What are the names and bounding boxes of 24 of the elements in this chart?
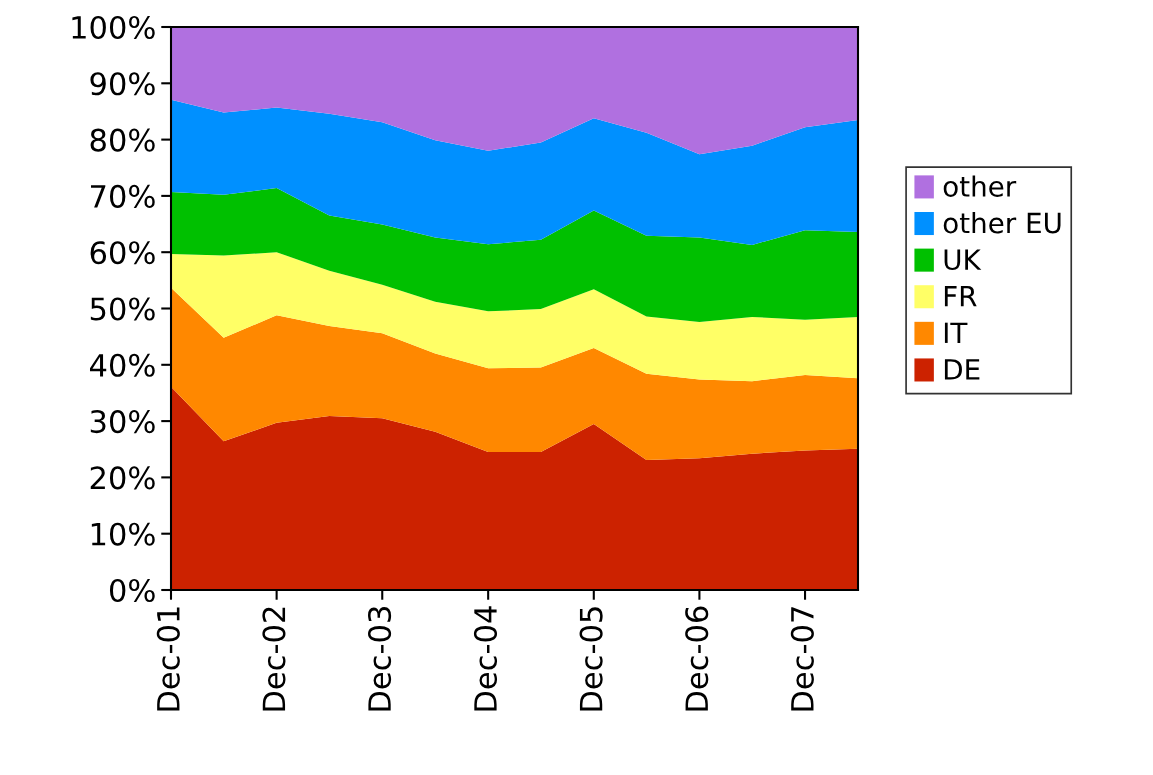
legend-label: other EU <box>943 211 1061 234</box>
y-tick-label: 0% <box>109 578 155 603</box>
legend-label: DE <box>944 359 980 380</box>
y-tick-label: 60% <box>90 241 155 265</box>
y-tick-label: 80% <box>90 128 155 152</box>
x-tick-label: Dec-06 <box>685 606 709 711</box>
x-tick-label: Dec-04 <box>473 606 498 711</box>
legend-label: UK <box>944 249 982 271</box>
y-tick-label: 20% <box>90 466 155 490</box>
y-tick-label: 30% <box>90 410 155 434</box>
y-tick-label: 40% <box>90 353 155 377</box>
y-tick-label: 90% <box>90 72 155 96</box>
x-tick-label: Dec-01 <box>156 607 180 711</box>
y-tick-label: 50% <box>90 297 155 321</box>
legend-label: FR <box>944 286 977 307</box>
legend-label: IT <box>944 322 968 343</box>
x-tick-label: Dec-03 <box>368 607 392 711</box>
x-tick-label: Dec-05 <box>579 607 603 711</box>
x-tick-label: Dec-07 <box>790 607 814 711</box>
legend-label: other <box>943 175 1017 197</box>
x-tick-label: Dec-02 <box>262 607 286 711</box>
y-tick-label: 70% <box>91 184 155 208</box>
y-tick-label: 100% <box>72 15 155 40</box>
y-tick-label: 10% <box>91 522 155 546</box>
